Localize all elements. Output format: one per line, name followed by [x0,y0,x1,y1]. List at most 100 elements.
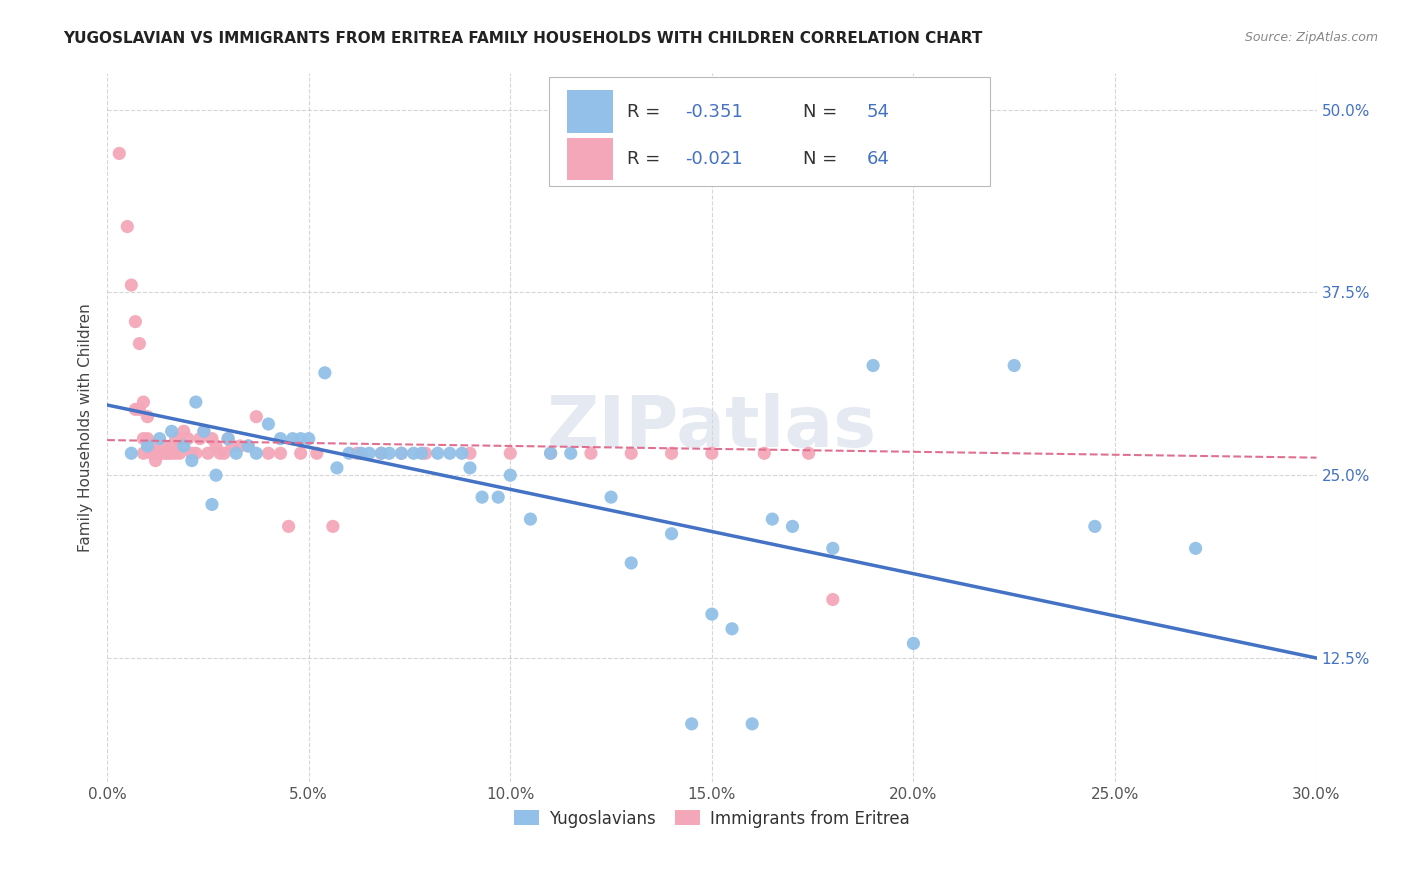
Point [346,446,368,460]
Point [201,432,224,446]
Point [136,432,159,446]
Point [132,432,155,446]
Point [197,446,219,460]
Point [108,146,131,161]
Point [217,432,239,446]
FancyBboxPatch shape [567,137,613,180]
Text: -0.021: -0.021 [685,150,742,168]
Point [208,446,231,460]
Point [270,446,292,460]
Y-axis label: Family Households with Children: Family Households with Children [79,303,93,552]
Point [1002,359,1025,373]
Point [245,446,267,460]
Legend: Yugoslavians, Immigrants from Eritrea: Yugoslavians, Immigrants from Eritrea [508,803,917,834]
Point [180,446,202,460]
Point [160,425,183,439]
Point [132,446,155,460]
Text: N =: N = [803,103,842,120]
Text: ZIPatlas: ZIPatlas [547,393,877,462]
Point [337,446,360,460]
Point [661,526,683,541]
Point [132,395,155,409]
Point [1084,519,1107,533]
Point [124,315,146,329]
Point [145,453,167,467]
Point [180,453,202,467]
Point [117,219,139,234]
Point [277,519,299,533]
Point [184,395,207,409]
Text: N =: N = [803,150,842,168]
Point [620,556,643,570]
Point [205,439,228,453]
Point [378,446,401,460]
Point [169,446,191,460]
Point [402,446,425,460]
Point [177,432,200,446]
Point [128,402,150,417]
Point [205,468,228,483]
Point [193,425,215,439]
Point [540,446,562,460]
Point [217,432,239,446]
Point [184,446,207,460]
Point [281,432,304,446]
Point [471,490,494,504]
Point [370,446,392,460]
Point [152,439,174,453]
Text: R =: R = [627,150,666,168]
Point [245,409,267,424]
Point [370,446,392,460]
Point [540,446,562,460]
Point [169,432,191,446]
Point [797,446,820,460]
Point [160,446,183,460]
Point [499,446,522,460]
Point [290,446,312,460]
Point [754,446,776,460]
Point [350,446,373,460]
Point [519,512,541,526]
Point [700,607,723,622]
Point [120,446,142,460]
Point [579,446,602,460]
Text: 64: 64 [866,150,890,168]
Point [391,446,413,460]
Point [156,446,179,460]
Point [225,446,247,460]
FancyBboxPatch shape [567,90,613,133]
Point [201,498,224,512]
Point [257,446,280,460]
Text: YUGOSLAVIAN VS IMMIGRANTS FROM ERITREA FAMILY HOUSEHOLDS WITH CHILDREN CORRELATI: YUGOSLAVIAN VS IMMIGRANTS FROM ERITREA F… [63,31,983,46]
Point [156,446,179,460]
Point [238,439,260,453]
Point [221,439,243,453]
Point [141,439,163,453]
Point [741,716,763,731]
Point [193,425,215,439]
Point [700,446,723,460]
Text: Source: ZipAtlas.com: Source: ZipAtlas.com [1244,31,1378,45]
Point [148,446,170,460]
Point [128,336,150,351]
Point [136,409,159,424]
Point [415,446,437,460]
Point [560,446,582,460]
Point [298,432,321,446]
Point [499,468,522,483]
Point [486,490,509,504]
Text: R =: R = [627,103,666,120]
Text: -0.351: -0.351 [685,103,744,120]
Point [124,402,146,417]
Point [173,439,195,453]
Point [661,446,683,460]
Point [257,417,280,431]
Point [173,425,195,439]
Point [152,446,174,460]
Point [188,432,211,446]
Point [411,446,433,460]
Point [391,446,413,460]
Point [148,432,170,446]
Point [120,278,142,293]
Point [600,490,623,504]
